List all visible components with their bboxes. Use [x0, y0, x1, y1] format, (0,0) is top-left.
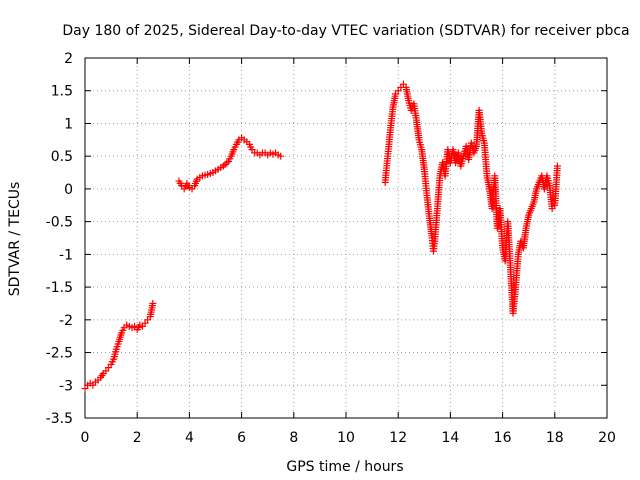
y-tick-label: -2.5 [46, 346, 73, 362]
x-tick-label: 0 [81, 430, 90, 446]
grid [85, 58, 607, 418]
data-series-group [381, 80, 561, 317]
y-tick-label: -3 [59, 378, 73, 394]
y-tick-label: -0.5 [46, 215, 73, 231]
data-point [149, 299, 157, 307]
x-tick-label: 10 [337, 430, 355, 446]
x-tick-label: 18 [546, 430, 564, 446]
y-tick-label: -1.5 [46, 280, 73, 296]
y-tick-label: -1 [59, 247, 73, 263]
chart-title: Day 180 of 2025, Sidereal Day-to-day VTE… [62, 23, 629, 39]
x-tick-label: 14 [441, 430, 459, 446]
x-axis-label: GPS time / hours [286, 459, 403, 475]
x-tick-label: 20 [598, 430, 616, 446]
data-point [553, 162, 561, 170]
y-axis-label: SDTVAR / TECUs [7, 182, 23, 297]
x-tick-label: 12 [389, 430, 407, 446]
data-series-group [175, 134, 285, 193]
y-tick-label: 0 [64, 182, 73, 198]
x-tick-label: 4 [185, 430, 194, 446]
data-series-group [81, 299, 157, 393]
x-tick-label: 8 [289, 430, 298, 446]
y-tick-label: 1 [64, 116, 73, 132]
axis-ticks: 0 2 4 6 8 10 12 14 16 18 20-3.5-3-2.5-2-1.5-1-0.50… [46, 51, 616, 446]
y-tick-label: 1.5 [51, 84, 73, 100]
y-tick-label: -3.5 [46, 411, 73, 427]
x-tick-label: 16 [494, 430, 512, 446]
y-tick-label: 0.5 [51, 149, 73, 165]
data-point [277, 152, 285, 160]
y-tick-label: -2 [59, 313, 73, 329]
data-series [81, 80, 561, 393]
y-tick-label: 2 [64, 51, 73, 67]
x-tick-label: 6 [237, 430, 246, 446]
x-tick-label: 2 [133, 430, 142, 446]
